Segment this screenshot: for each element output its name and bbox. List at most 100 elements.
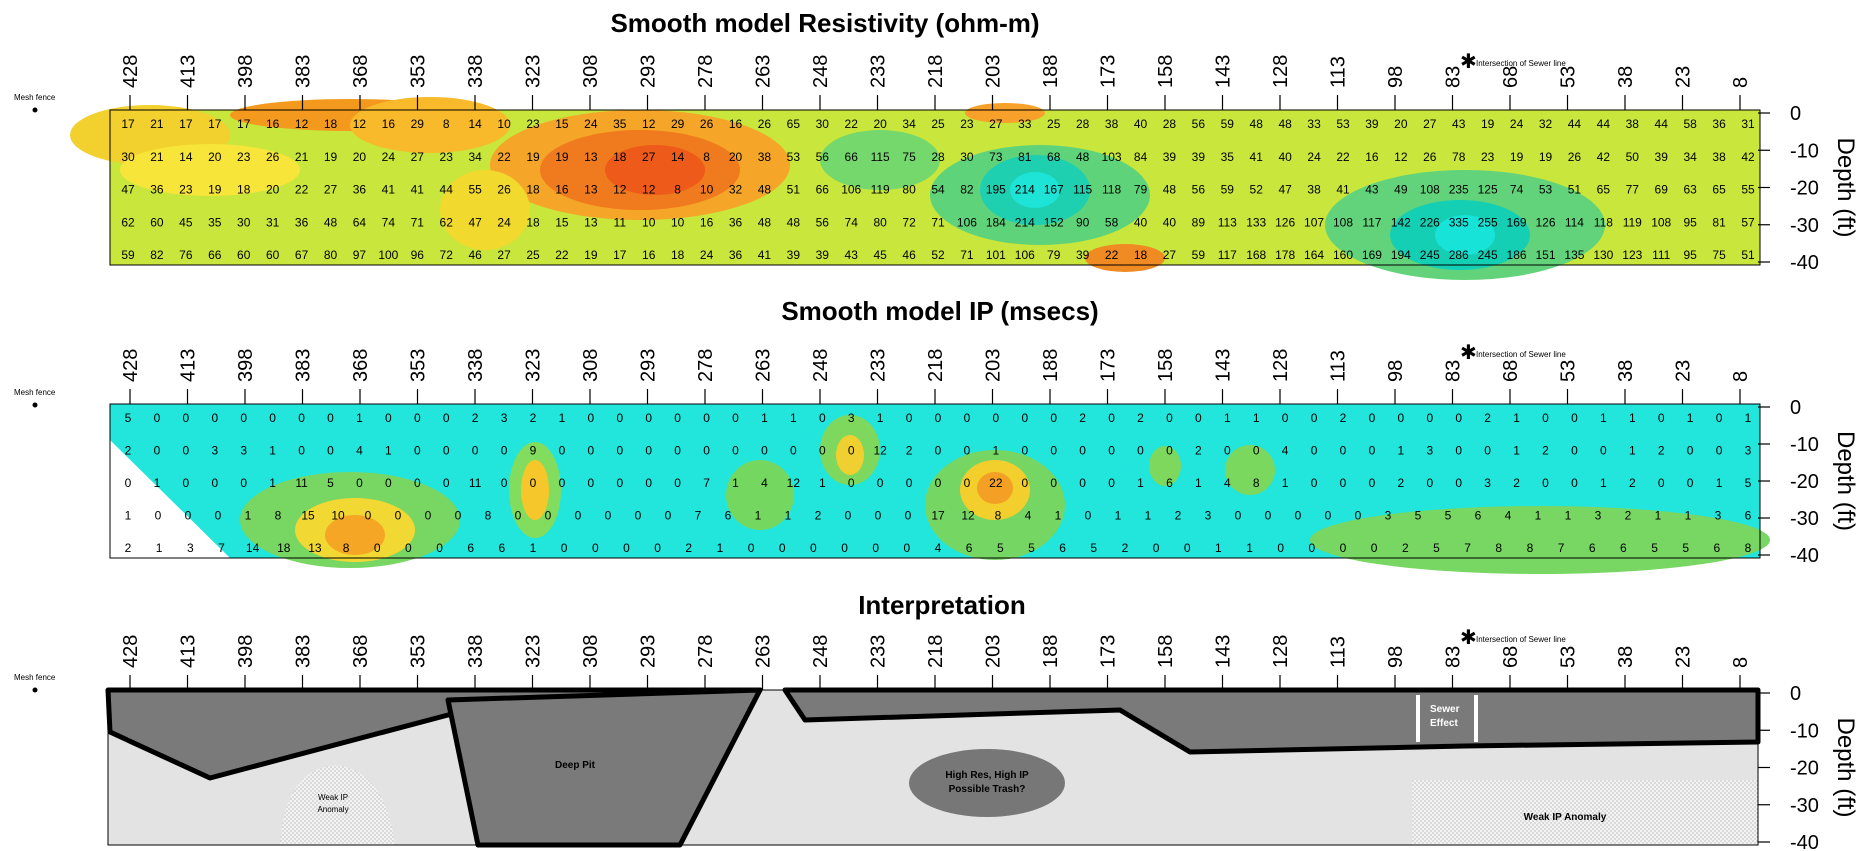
x-tick-label: 53: [1558, 66, 1580, 88]
cell-value: 169: [1362, 248, 1382, 262]
x-tick-label: 128: [1270, 55, 1292, 88]
cell-value: 0: [964, 476, 971, 490]
cell-value: 97: [353, 248, 367, 262]
cell-value: 0: [1426, 411, 1433, 425]
x-tick-label: 158: [1155, 635, 1177, 668]
cell-value: 66: [845, 150, 859, 164]
cell-value: 38: [1307, 183, 1321, 197]
cell-value: 26: [758, 117, 772, 131]
mesh-fence-dot: [32, 107, 38, 113]
cell-value: 0: [872, 541, 879, 555]
cell-value: 0: [545, 509, 552, 523]
cell-value: 16: [382, 117, 396, 131]
cell-value: 82: [960, 183, 974, 197]
cell-value: 0: [1355, 509, 1362, 523]
cell-value: 117: [1218, 248, 1237, 262]
x-tick-label: 53: [1558, 646, 1580, 668]
cell-value: 17: [931, 509, 945, 523]
cell-value: 0: [211, 411, 218, 425]
cell-value: 0: [1426, 476, 1433, 490]
cell-value: 0: [841, 541, 848, 555]
x-tick-label: 23: [1673, 66, 1695, 88]
cell-value: 113: [1218, 215, 1237, 229]
cell-value: 1: [269, 444, 276, 458]
cell-value: 0: [414, 411, 421, 425]
cell-value: 29: [671, 117, 685, 131]
cell-value: 58: [1105, 215, 1119, 229]
cell-value: 1: [385, 444, 392, 458]
cell-value: 80: [873, 215, 887, 229]
cell-value: 35: [613, 117, 627, 131]
cell-value: 16: [266, 117, 280, 131]
cell-value: 0: [455, 509, 462, 523]
cell-value: 44: [440, 183, 454, 197]
cell-value: 43: [1365, 183, 1379, 197]
x-tick-label: 113: [1328, 636, 1350, 668]
cell-value: 39: [1655, 150, 1669, 164]
cell-value: 72: [440, 248, 454, 262]
cell-value: 43: [845, 248, 859, 262]
x-tick-label: 203: [983, 55, 1005, 88]
cell-value: 25: [931, 117, 945, 131]
cell-value: 0: [1195, 411, 1202, 425]
x-tick-label: 353: [408, 349, 430, 382]
cell-value: 5: [1028, 541, 1035, 555]
cell-value: 2: [125, 541, 132, 555]
cell-value: 19: [1481, 117, 1495, 131]
cell-value: 1: [356, 411, 363, 425]
cell-value: 60: [150, 215, 164, 229]
depth-tick-label: -40: [1790, 545, 1819, 567]
cell-value: 40: [1134, 215, 1148, 229]
cell-value: 36: [729, 248, 743, 262]
cell-value: 22: [989, 476, 1003, 490]
cell-value: 1: [156, 541, 163, 555]
cell-value: 56: [1192, 117, 1206, 131]
cell-value: 0: [1340, 476, 1347, 490]
cell-value: 0: [425, 509, 432, 523]
cell-value: 48: [758, 215, 772, 229]
cell-value: 32: [1539, 117, 1553, 131]
cell-value: 5: [1415, 509, 1422, 523]
cell-value: 19: [1510, 150, 1524, 164]
cell-value: 0: [616, 444, 623, 458]
cell-value: 0: [1108, 476, 1115, 490]
cell-value: 95: [1683, 248, 1697, 262]
cell-value: 214: [1015, 183, 1035, 197]
cell-value: 1: [559, 411, 566, 425]
cell-value: 71: [411, 215, 425, 229]
sewer-effect-label-2: Effect: [1430, 718, 1458, 729]
cell-value: 12: [353, 117, 367, 131]
cell-value: 4: [935, 541, 942, 555]
cell-value: 11: [469, 476, 482, 490]
cell-value: 0: [385, 411, 392, 425]
high-res-label-2: Possible Trash?: [949, 784, 1026, 795]
depth-tick-label: -20: [1790, 758, 1819, 780]
cell-value: 168: [1246, 248, 1266, 262]
cell-value: 90: [1076, 215, 1090, 229]
cell-value: 0: [501, 444, 508, 458]
cell-value: 2: [472, 411, 479, 425]
cell-value: 38: [1626, 117, 1640, 131]
cell-value: 0: [1021, 444, 1028, 458]
cell-value: 0: [935, 411, 942, 425]
x-tick-label: 278: [695, 635, 717, 668]
cell-value: 1: [717, 541, 724, 555]
cell-value: 0: [1235, 509, 1242, 523]
cell-value: 27: [1163, 248, 1177, 262]
depth-tick-label: 0: [1790, 103, 1801, 125]
cell-value: 0: [1311, 444, 1318, 458]
cell-value: 59: [1221, 183, 1235, 197]
cell-value: 1: [761, 411, 768, 425]
cell-value: 0: [703, 444, 710, 458]
cell-value: 245: [1478, 248, 1498, 262]
cell-value: 0: [588, 444, 595, 458]
cell-value: 1: [1535, 509, 1542, 523]
x-tick-label: 173: [1098, 635, 1120, 668]
cell-value: 5: [1445, 509, 1452, 523]
cell-value: 6: [725, 509, 732, 523]
cell-value: 1: [1513, 411, 1520, 425]
cell-value: 115: [871, 150, 890, 164]
cell-value: 0: [732, 444, 739, 458]
cell-value: 0: [674, 476, 681, 490]
depth-axis-title: Depth (ft): [1832, 137, 1859, 237]
